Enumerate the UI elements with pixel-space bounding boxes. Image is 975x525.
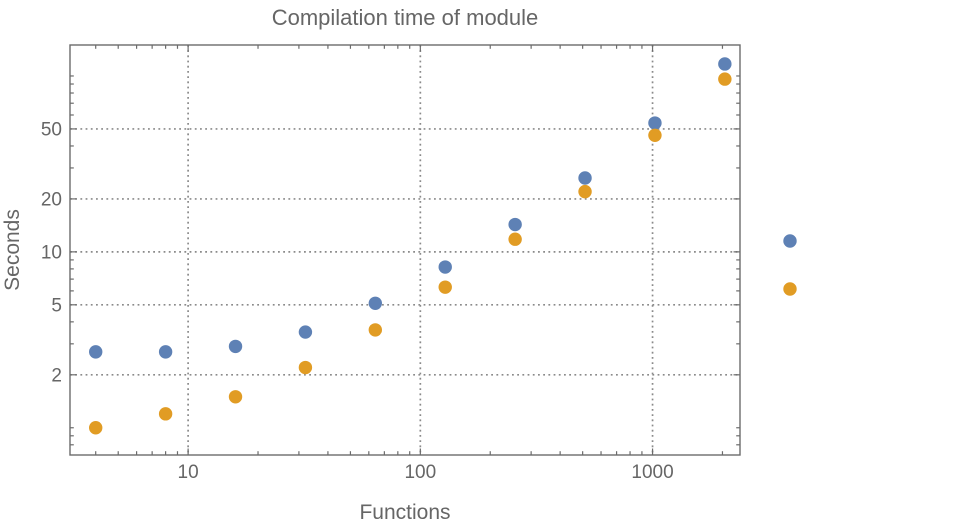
data-point bbox=[89, 421, 103, 435]
data-point bbox=[228, 390, 243, 404]
x-tick-label: 100 bbox=[404, 462, 436, 483]
data-point bbox=[578, 171, 592, 185]
series-orange-points bbox=[89, 72, 732, 435]
y-tick-label: 2 bbox=[51, 365, 62, 386]
data-point bbox=[89, 345, 103, 359]
data-point bbox=[298, 325, 313, 339]
axis-ticks bbox=[70, 45, 740, 455]
x-axis-label: Functions bbox=[359, 501, 451, 524]
legend-marker bbox=[783, 282, 797, 296]
tick-labels: 10 100 1000 2 5 10 20 50 bbox=[41, 119, 674, 483]
data-point bbox=[368, 296, 383, 310]
data-point bbox=[368, 323, 383, 337]
y-tick-label: 10 bbox=[41, 242, 62, 263]
legend-marker bbox=[783, 234, 797, 248]
data-point bbox=[508, 232, 522, 246]
data-point bbox=[158, 407, 173, 421]
y-tick-label: 20 bbox=[41, 189, 62, 210]
data-point bbox=[578, 184, 592, 199]
data-point bbox=[508, 217, 522, 232]
data-point bbox=[298, 360, 313, 375]
data-point bbox=[648, 128, 662, 142]
plot-frame bbox=[69, 44, 741, 456]
x-tick-label: 10 bbox=[178, 462, 199, 483]
data-point bbox=[648, 116, 662, 130]
y-tick-label: 5 bbox=[51, 295, 62, 316]
data-point bbox=[228, 339, 243, 354]
data-point bbox=[718, 72, 732, 86]
y-tick-label: 50 bbox=[41, 119, 62, 140]
data-point bbox=[718, 57, 732, 71]
chart-title: Compilation time of module bbox=[271, 5, 539, 30]
legend bbox=[783, 234, 797, 296]
gridlines bbox=[70, 45, 740, 455]
data-point bbox=[158, 345, 173, 359]
data-point bbox=[438, 280, 452, 294]
data-point bbox=[438, 260, 452, 274]
x-tick-label: 1000 bbox=[631, 462, 673, 483]
series-blue-points bbox=[89, 57, 732, 359]
